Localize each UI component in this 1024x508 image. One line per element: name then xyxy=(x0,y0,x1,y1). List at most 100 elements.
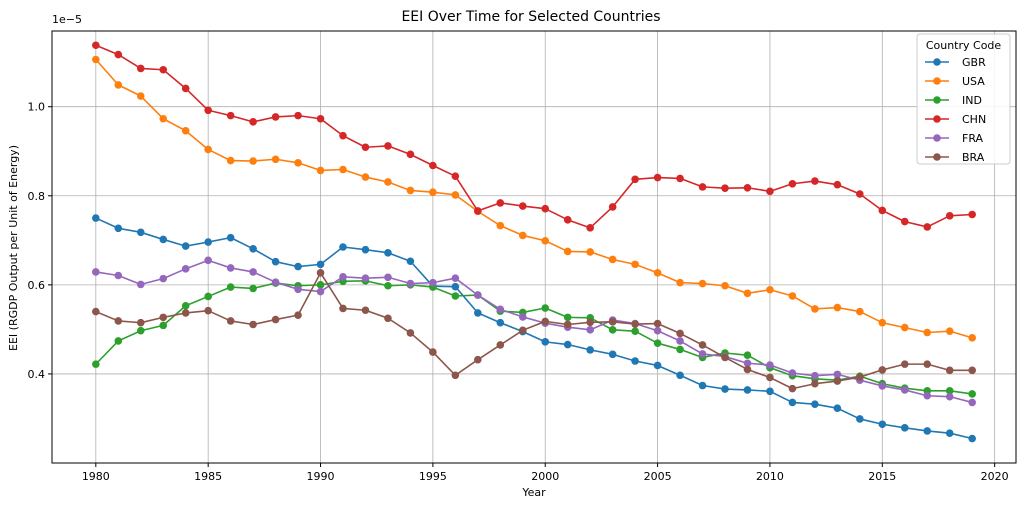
data-point-gbr xyxy=(563,340,572,349)
data-point-gbr xyxy=(249,244,257,253)
data-point-usa xyxy=(721,281,729,290)
data-point-gbr xyxy=(653,361,662,370)
data-point-chn xyxy=(856,190,864,198)
data-point-bra xyxy=(339,304,347,313)
y-tick-label: 0.8 xyxy=(28,190,46,203)
data-point-fra xyxy=(900,386,909,394)
data-point-chn xyxy=(429,161,437,170)
data-point-bra xyxy=(878,366,887,374)
data-point-chn xyxy=(878,206,887,215)
data-point-bra xyxy=(788,384,797,393)
data-point-usa xyxy=(294,159,302,167)
data-point-ind xyxy=(92,360,100,368)
data-point-usa xyxy=(496,221,505,230)
data-point-bra xyxy=(856,373,864,381)
data-point-chn xyxy=(518,202,527,210)
data-point-gbr xyxy=(788,398,797,407)
y-axis-label: EEI (RGDP Output per Unit of Energy) xyxy=(7,145,20,351)
data-point-gbr xyxy=(451,282,460,291)
y-tick-label: 1.0 xyxy=(28,101,46,114)
legend-item-usa: USA xyxy=(925,75,985,88)
data-point-usa xyxy=(92,55,100,64)
data-point-fra xyxy=(653,326,662,335)
grid-lines xyxy=(52,31,1016,463)
data-point-fra xyxy=(878,382,887,390)
x-tick-label: 1990 xyxy=(307,470,335,483)
legend: Country Code GBR USA IND CHN FRA BRA xyxy=(916,33,1011,165)
data-point-fra xyxy=(945,392,954,401)
data-point-fra xyxy=(474,291,482,299)
data-point-fra xyxy=(833,370,842,379)
legend-label: IND xyxy=(962,94,982,107)
data-point-ind xyxy=(204,292,212,301)
legend-marker xyxy=(933,77,941,85)
data-point-bra xyxy=(698,341,707,349)
legend-item-chn: CHN xyxy=(925,113,986,126)
x-tick-label: 2000 xyxy=(531,470,559,483)
data-point-usa xyxy=(429,188,437,197)
data-point-gbr xyxy=(361,245,370,254)
data-point-fra xyxy=(159,274,168,283)
data-point-chn xyxy=(136,64,145,73)
data-point-chn xyxy=(968,210,976,219)
data-point-gbr xyxy=(811,400,819,409)
data-point-fra xyxy=(429,278,437,287)
data-point-usa xyxy=(226,156,235,165)
data-point-usa xyxy=(631,260,639,269)
legend-label: USA xyxy=(962,75,985,88)
data-point-fra xyxy=(294,285,302,294)
legend-label: GBR xyxy=(962,56,986,69)
y-tick-label: 0.6 xyxy=(28,279,46,292)
axis-ticks: 1980 1985 1990 1995 2000 2005 2010 2015 2020 0.4 0… xyxy=(28,101,1009,483)
data-point-ind xyxy=(181,301,190,310)
data-point-usa xyxy=(653,269,662,277)
series-layer xyxy=(92,41,976,443)
plot-frame xyxy=(51,30,1017,464)
series-gbr xyxy=(92,214,976,443)
data-point-fra xyxy=(451,274,460,282)
data-point-usa xyxy=(181,126,190,135)
data-point-bra xyxy=(136,318,145,327)
data-point-fra xyxy=(181,265,190,273)
series-line-bra xyxy=(95,272,973,390)
data-point-gbr xyxy=(496,318,505,327)
data-point-bra xyxy=(316,269,325,277)
series-bra xyxy=(92,269,976,393)
data-point-gbr xyxy=(968,434,976,443)
data-point-bra xyxy=(271,315,280,324)
data-point-bra xyxy=(474,355,482,364)
data-point-ind xyxy=(631,327,639,335)
legend-label: BRA xyxy=(962,151,985,164)
data-point-fra xyxy=(518,313,527,321)
data-point-bra xyxy=(811,379,819,388)
data-point-chn xyxy=(788,179,797,188)
data-point-fra xyxy=(136,280,145,289)
data-point-bra xyxy=(900,360,909,368)
data-point-fra xyxy=(271,278,280,286)
data-point-fra xyxy=(114,271,123,280)
data-point-bra xyxy=(226,317,235,325)
data-point-chn xyxy=(608,203,617,211)
data-point-chn xyxy=(114,50,123,59)
data-point-bra xyxy=(518,326,527,335)
data-point-ind xyxy=(249,284,257,293)
data-point-fra xyxy=(766,361,774,369)
data-point-ind xyxy=(743,351,752,360)
data-point-gbr xyxy=(204,238,212,246)
data-point-chn xyxy=(451,172,460,180)
data-point-chn xyxy=(384,142,392,150)
data-point-usa xyxy=(114,81,123,89)
chart-title: EEI Over Time for Selected Countries xyxy=(401,9,660,25)
data-point-chn xyxy=(743,183,752,192)
series-line-gbr xyxy=(95,217,973,440)
data-point-gbr xyxy=(676,371,684,380)
data-point-fra xyxy=(496,305,505,314)
x-tick-label: 2020 xyxy=(981,470,1009,483)
data-point-usa xyxy=(204,145,212,154)
data-point-chn xyxy=(900,217,909,226)
data-point-usa xyxy=(249,157,257,165)
data-point-ind xyxy=(968,390,976,398)
data-point-fra xyxy=(204,256,212,265)
data-point-bra xyxy=(294,311,302,319)
data-point-bra xyxy=(563,320,572,329)
